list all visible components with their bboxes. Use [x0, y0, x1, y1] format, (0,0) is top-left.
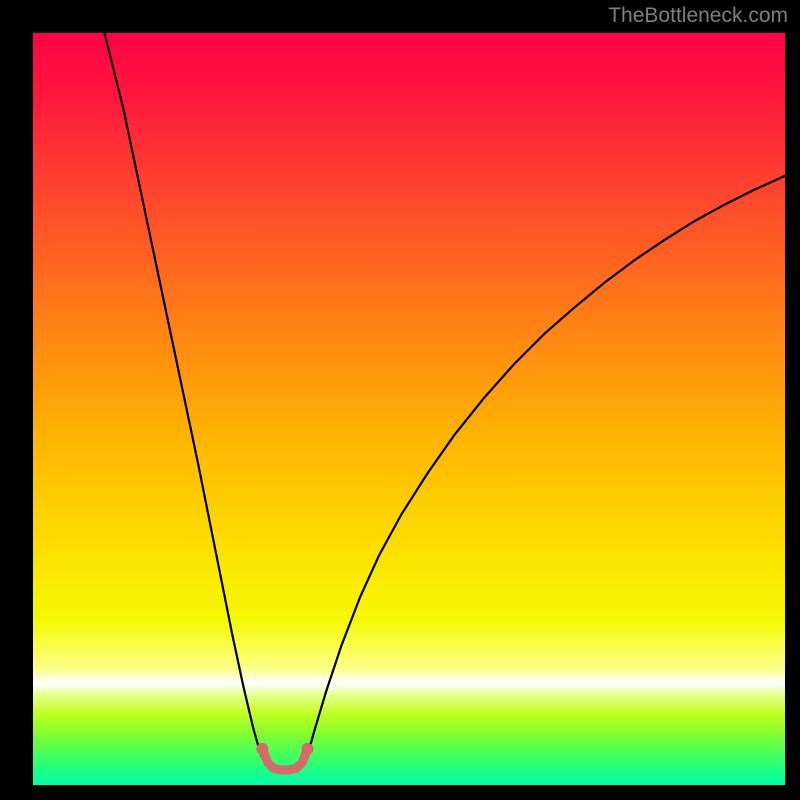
range-endpoint-marker — [256, 743, 268, 755]
optimal-range-band — [262, 749, 307, 770]
watermark-text: TheBottleneck.com — [608, 4, 788, 28]
plot-area — [33, 33, 785, 785]
chart-stage: TheBottleneck.com — [0, 0, 800, 800]
curve-layer — [33, 33, 785, 785]
optimal-range-endpoints — [256, 743, 313, 755]
bottleneck-curve — [104, 33, 785, 770]
range-endpoint-marker — [301, 743, 313, 755]
